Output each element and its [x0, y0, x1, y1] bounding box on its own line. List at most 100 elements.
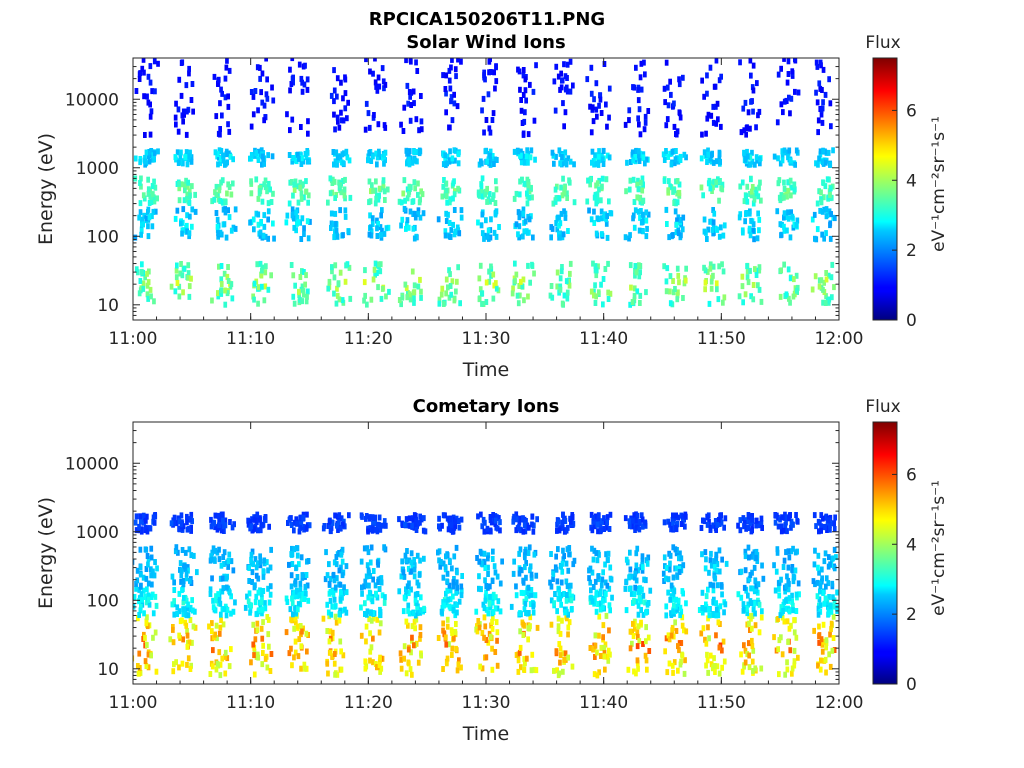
- flux-cell: [295, 545, 300, 552]
- flux-cell: [145, 586, 149, 593]
- flux-cell: [823, 300, 828, 306]
- flux-cell: [218, 126, 222, 132]
- flux-cell: [812, 561, 817, 568]
- flux-cell: [561, 556, 566, 563]
- flux-cell: [412, 100, 416, 107]
- flux-cell: [251, 93, 256, 100]
- flux-cell: [636, 97, 641, 104]
- flux-cell: [189, 552, 194, 559]
- flux-cell: [636, 86, 640, 93]
- flux-cell: [712, 574, 717, 581]
- flux-cell: [522, 656, 527, 663]
- flux-cell: [557, 231, 561, 238]
- flux-cell: [484, 117, 489, 123]
- flux-cell: [293, 178, 298, 185]
- flux-cell: [382, 544, 387, 551]
- flux-cell: [304, 154, 309, 161]
- flux-cell: [518, 178, 522, 185]
- flux-cell: [441, 666, 445, 672]
- flux-cell: [676, 158, 680, 165]
- flux-cell: [708, 581, 713, 588]
- flux-cell: [179, 149, 183, 156]
- flux-cell: [600, 175, 605, 182]
- flux-cell: [255, 261, 260, 268]
- flux-cell: [185, 643, 190, 650]
- flux-cell: [258, 558, 263, 565]
- flux-cell: [605, 519, 609, 526]
- flux-cell: [630, 640, 634, 647]
- flux-cell: [795, 518, 800, 525]
- flux-cell: [558, 595, 562, 602]
- flux-cell: [288, 87, 292, 94]
- flux-cell: [447, 124, 451, 131]
- flux-cell: [293, 282, 297, 289]
- flux-cell: [299, 236, 304, 242]
- flux-cell: [170, 601, 175, 608]
- flux-cell: [219, 276, 224, 283]
- flux-cell: [452, 191, 457, 198]
- flux-cell: [711, 207, 715, 213]
- flux-cell: [595, 649, 599, 656]
- flux-cell: [181, 636, 185, 643]
- flux-cell: [494, 233, 499, 240]
- flux-cell: [559, 563, 563, 570]
- flux-cell: [179, 92, 184, 99]
- flux-cell: [377, 629, 382, 636]
- flux-cell: [333, 651, 337, 657]
- flux-cell: [599, 653, 603, 659]
- flux-cell: [717, 644, 722, 651]
- flux-cell: [452, 100, 457, 107]
- flux-cell: [681, 562, 686, 569]
- flux-cell: [415, 591, 420, 597]
- flux-cell: [252, 649, 257, 655]
- flux-cell: [588, 645, 593, 651]
- flux-cell: [720, 181, 725, 188]
- flux-cell: [643, 160, 647, 167]
- flux-cell: [556, 214, 560, 221]
- flux-cell: [759, 665, 764, 672]
- flux-cell: [141, 192, 146, 199]
- flux-cell: [368, 573, 373, 579]
- flux-cell: [678, 550, 682, 557]
- flux-cell: [753, 577, 758, 584]
- flux-cell: [443, 152, 447, 159]
- flux-cell: [752, 600, 756, 607]
- flux-cell: [225, 606, 230, 613]
- flux-cell: [742, 198, 747, 205]
- flux-cell: [775, 546, 780, 553]
- flux-cell: [718, 178, 722, 184]
- flux-cell: [334, 561, 339, 568]
- flux-cell: [637, 638, 642, 645]
- flux-cell: [566, 654, 570, 661]
- y-tick-label: 100: [87, 591, 119, 611]
- flux-cell: [268, 583, 273, 590]
- flux-cell: [375, 161, 379, 168]
- flux-cell: [675, 521, 680, 527]
- flux-cell: [214, 183, 219, 190]
- flux-cell: [270, 84, 274, 91]
- flux-cell: [423, 528, 428, 535]
- flux-cell: [419, 93, 423, 99]
- flux-cell: [407, 557, 412, 564]
- flux-cell: [449, 94, 454, 101]
- flux-cell: [720, 591, 724, 598]
- flux-cell: [709, 181, 713, 188]
- flux-cell: [306, 558, 311, 564]
- flux-cell: [824, 230, 828, 237]
- flux-cell: [284, 219, 289, 226]
- flux-cell: [815, 63, 820, 70]
- flux-cell: [325, 572, 330, 579]
- flux-cell: [449, 226, 454, 233]
- flux-cell: [702, 264, 706, 271]
- flux-cell: [289, 583, 294, 590]
- flux-cell: [638, 269, 642, 276]
- flux-cell: [179, 567, 184, 574]
- flux-cell: [442, 301, 446, 307]
- flux-cell: [181, 108, 186, 115]
- flux-cell: [138, 70, 142, 77]
- flux-cell: [711, 119, 716, 126]
- flux-cell: [597, 157, 601, 164]
- flux-cell: [253, 599, 258, 606]
- flux-cell: [489, 272, 493, 279]
- flux-cell: [455, 667, 460, 674]
